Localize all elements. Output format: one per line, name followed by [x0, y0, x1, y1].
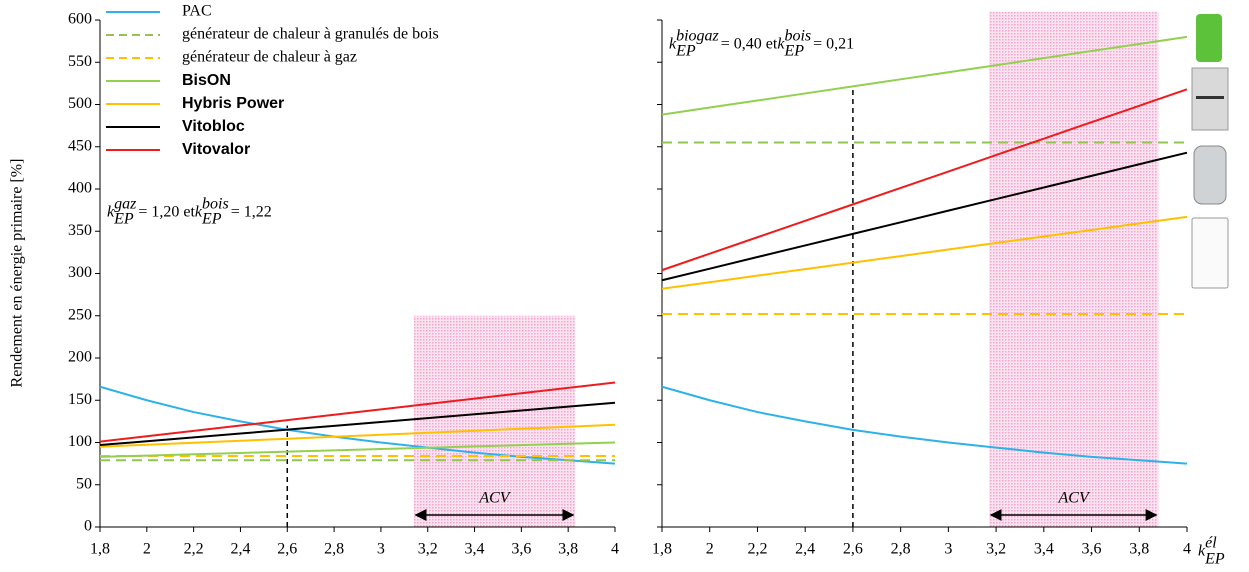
x-tick-label: 2,8	[324, 541, 344, 558]
series-line	[99, 401, 616, 447]
x-tick-label: 2	[143, 541, 151, 558]
annotation-text: = 0,21	[813, 36, 854, 53]
x-tick-label: 2,2	[747, 541, 767, 558]
y-tick-label: 450	[68, 137, 92, 154]
x-tick-label: 2,4	[230, 541, 250, 558]
annotation-sup: bois	[202, 196, 229, 213]
x-tick-label: 2	[706, 541, 714, 558]
annotation-sup: biogaz	[676, 28, 719, 45]
annotation-sup: gaz	[114, 196, 137, 213]
legend-label: Vitovalor	[182, 141, 250, 158]
annotation-sub: EP	[783, 43, 804, 60]
legend-label: Vitobloc	[182, 118, 245, 135]
series-line	[661, 385, 1188, 465]
x-tick-label: 2,8	[891, 541, 911, 558]
x-tick-label: 3,2	[986, 541, 1006, 558]
x-tick-label: 3,8	[558, 541, 578, 558]
series-line	[99, 423, 616, 448]
annotation-sub: EP	[113, 211, 134, 228]
x-tick-label: 2,6	[277, 541, 297, 558]
y-axis-label: Rendement en énergie primaire [%]	[9, 159, 26, 388]
x-tick-label: 4	[611, 541, 619, 558]
y-tick-label: 600	[68, 11, 92, 28]
series-line	[99, 385, 616, 465]
x-tick-label: 3	[944, 541, 952, 558]
legend-label: générateur de chaleur à gaz	[182, 49, 357, 66]
product-icons	[1191, 14, 1229, 289]
annotation-text: = 1,22	[231, 204, 272, 221]
x-tick-label: 4	[1183, 541, 1191, 558]
x-tick-label: 3	[377, 541, 385, 558]
x-tick-label: 3,2	[418, 541, 438, 558]
y-tick-label: 350	[68, 222, 92, 239]
series-line	[99, 381, 616, 443]
annotation-text: k	[195, 204, 203, 221]
y-tick-label: 250	[68, 306, 92, 323]
annotation-text: = 0,40 et	[721, 36, 778, 53]
x-tick-label: 3,6	[1082, 541, 1102, 558]
y-tick-label: 400	[68, 180, 92, 197]
y-tick-label: 550	[68, 53, 92, 70]
x-axis-label-sup: él	[1205, 535, 1217, 552]
annotation-text: = 1,20 et	[138, 204, 195, 221]
y-tick-label: 0	[84, 518, 92, 535]
legend-label: Hybris Power	[182, 95, 284, 112]
x-tick-label: 2,6	[843, 541, 863, 558]
series-line	[661, 151, 1188, 282]
legend-label: PAC	[182, 3, 212, 20]
annotation-sub: EP	[675, 43, 696, 60]
acv-label: ACV	[1058, 490, 1091, 507]
x-tick-label: 1,8	[652, 541, 672, 558]
y-tick-label: 100	[68, 433, 92, 450]
y-tick-label: 50	[76, 475, 92, 492]
acv-region	[413, 315, 576, 527]
y-tick-label: 200	[68, 349, 92, 366]
acv-region	[988, 11, 1159, 528]
x-tick-label: 1,8	[90, 541, 110, 558]
annotation-text: k	[777, 36, 785, 53]
x-tick-label: 2,2	[184, 541, 204, 558]
annotation-sup: bois	[784, 28, 811, 45]
x-tick-label: 2,4	[795, 541, 815, 558]
annotation-sub: EP	[201, 211, 222, 228]
series-line	[661, 88, 1188, 272]
annotation-text: k	[107, 204, 115, 221]
x-axis-label: k	[1198, 543, 1206, 560]
annotation-text: k	[669, 36, 677, 53]
x-tick-label: 3,4	[465, 541, 485, 558]
x-tick-label: 3,6	[511, 541, 531, 558]
x-tick-label: 3,4	[1034, 541, 1054, 558]
series-line	[661, 35, 1188, 116]
x-tick-label: 3,8	[1129, 541, 1149, 558]
acv-label: ACV	[478, 490, 511, 507]
legend-label: générateur de chaleur à granulés de bois	[182, 26, 439, 43]
legend-label: BisON	[182, 72, 231, 89]
x-axis-label-sub: EP	[1204, 551, 1225, 568]
series-line	[661, 215, 1188, 290]
y-tick-label: 500	[68, 95, 92, 112]
y-tick-label: 150	[68, 391, 92, 408]
series-line	[99, 441, 616, 458]
y-tick-label: 300	[68, 264, 92, 281]
